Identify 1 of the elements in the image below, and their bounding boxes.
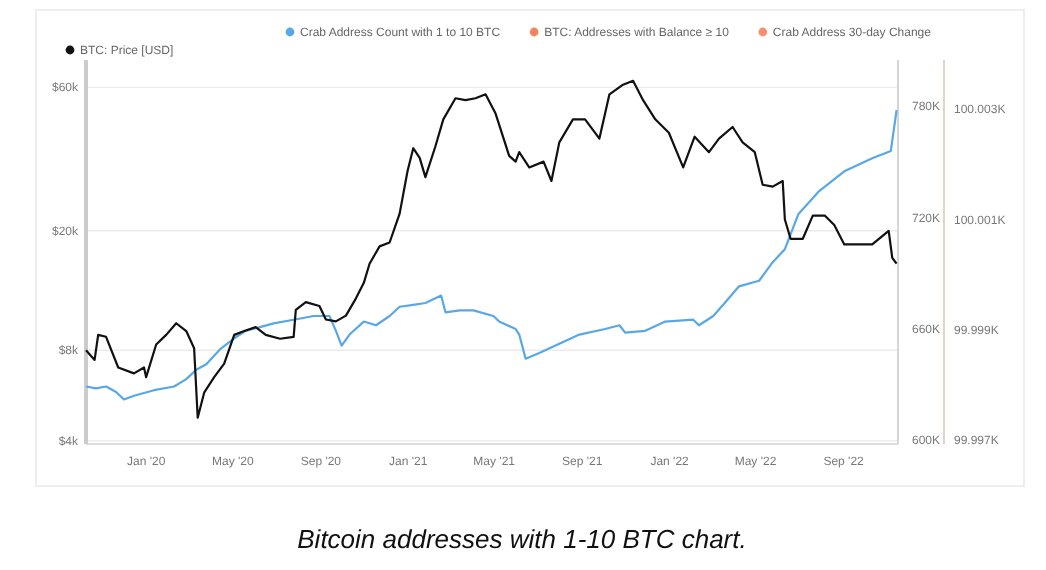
text: Bitcoin addresses with 1-10 BTC chart. xyxy=(297,524,747,554)
